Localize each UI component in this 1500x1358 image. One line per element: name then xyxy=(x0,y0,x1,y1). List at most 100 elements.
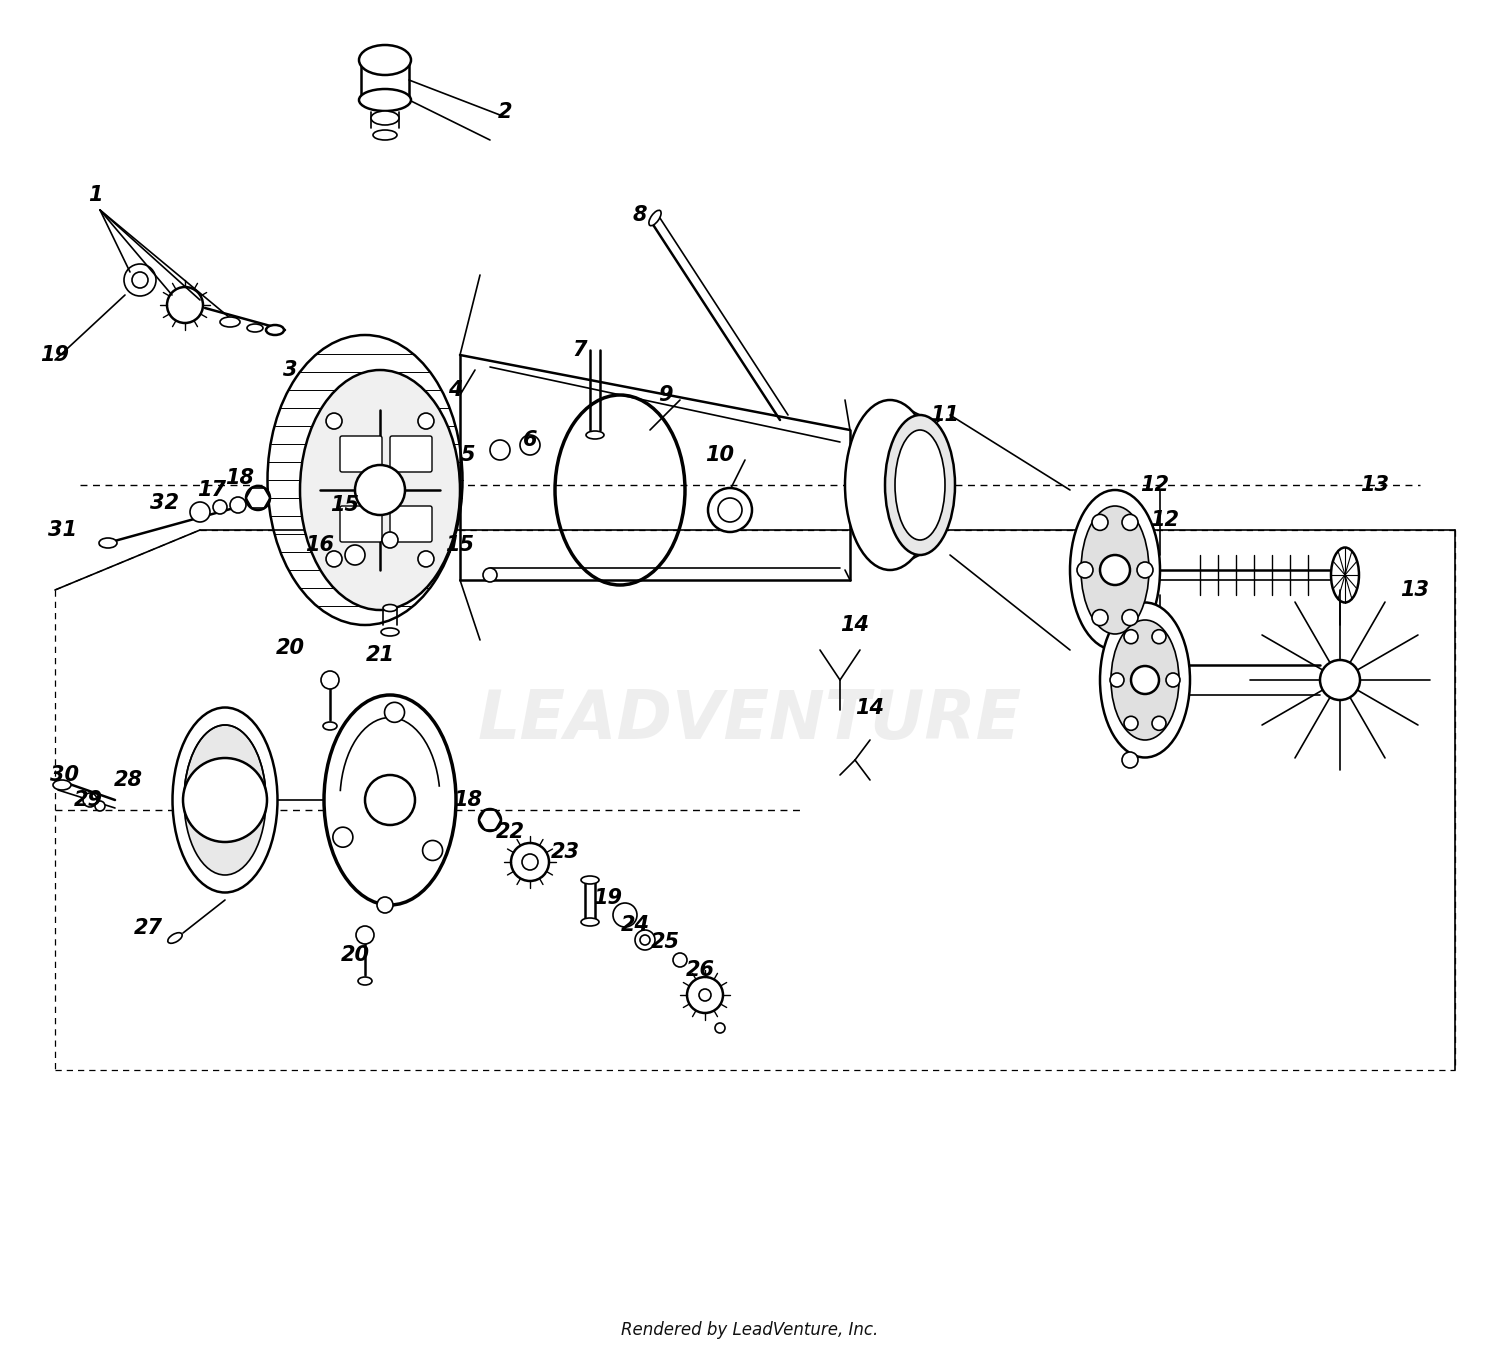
Circle shape xyxy=(376,898,393,913)
Circle shape xyxy=(478,809,501,831)
Circle shape xyxy=(213,500,226,513)
Text: 5: 5 xyxy=(460,445,476,464)
Ellipse shape xyxy=(358,45,411,75)
Text: 26: 26 xyxy=(686,960,714,980)
Circle shape xyxy=(230,497,246,513)
Circle shape xyxy=(512,843,549,881)
Circle shape xyxy=(640,936,650,945)
Circle shape xyxy=(483,568,496,583)
Circle shape xyxy=(687,976,723,1013)
Text: 17: 17 xyxy=(198,479,226,500)
Ellipse shape xyxy=(1112,621,1179,740)
Circle shape xyxy=(490,440,510,460)
FancyBboxPatch shape xyxy=(340,507,382,542)
Text: 30: 30 xyxy=(51,765,80,785)
Ellipse shape xyxy=(844,401,934,570)
Circle shape xyxy=(1122,515,1138,531)
Text: 19: 19 xyxy=(594,888,622,909)
Text: 4: 4 xyxy=(447,380,462,401)
Ellipse shape xyxy=(324,695,456,904)
Circle shape xyxy=(520,435,540,455)
Text: 31: 31 xyxy=(48,520,76,540)
Circle shape xyxy=(333,827,352,847)
Text: 7: 7 xyxy=(573,340,588,360)
Text: 22: 22 xyxy=(495,822,525,842)
Text: 24: 24 xyxy=(621,915,650,936)
Ellipse shape xyxy=(168,933,182,944)
Text: 12: 12 xyxy=(1140,475,1170,496)
Circle shape xyxy=(321,671,339,689)
Circle shape xyxy=(1092,610,1108,626)
Text: 15: 15 xyxy=(330,496,360,515)
Text: 23: 23 xyxy=(550,842,579,862)
Circle shape xyxy=(1122,610,1138,626)
Circle shape xyxy=(345,545,364,565)
Circle shape xyxy=(1124,716,1138,731)
Circle shape xyxy=(716,1023,724,1033)
Circle shape xyxy=(166,287,202,323)
Circle shape xyxy=(1131,665,1160,694)
Ellipse shape xyxy=(1100,603,1190,758)
Circle shape xyxy=(1122,752,1138,769)
Ellipse shape xyxy=(322,722,338,731)
Ellipse shape xyxy=(248,325,262,331)
Circle shape xyxy=(718,498,742,521)
Ellipse shape xyxy=(896,430,945,540)
Circle shape xyxy=(82,793,98,807)
Ellipse shape xyxy=(172,708,278,892)
Circle shape xyxy=(356,926,374,944)
Circle shape xyxy=(699,989,711,1001)
FancyBboxPatch shape xyxy=(340,436,382,473)
Text: 15: 15 xyxy=(446,535,474,555)
Text: 16: 16 xyxy=(306,535,334,555)
Text: 11: 11 xyxy=(930,405,960,425)
Text: 18: 18 xyxy=(453,790,483,809)
Circle shape xyxy=(1320,660,1360,699)
Text: 29: 29 xyxy=(74,790,102,809)
Ellipse shape xyxy=(220,316,240,327)
Text: 27: 27 xyxy=(134,918,162,938)
Circle shape xyxy=(326,551,342,566)
Text: 25: 25 xyxy=(651,932,680,952)
Circle shape xyxy=(382,532,398,549)
Ellipse shape xyxy=(267,335,462,625)
Text: 13: 13 xyxy=(1401,580,1429,600)
Circle shape xyxy=(190,502,210,521)
Ellipse shape xyxy=(381,627,399,636)
Circle shape xyxy=(246,486,270,511)
Circle shape xyxy=(1137,562,1154,579)
Text: 13: 13 xyxy=(1360,475,1389,496)
Circle shape xyxy=(364,775,416,826)
Ellipse shape xyxy=(374,130,398,140)
Ellipse shape xyxy=(885,416,956,555)
Circle shape xyxy=(674,953,687,967)
Text: 18: 18 xyxy=(225,469,255,488)
Text: 1: 1 xyxy=(87,185,102,205)
Ellipse shape xyxy=(382,604,398,611)
Ellipse shape xyxy=(300,369,460,610)
Ellipse shape xyxy=(580,918,598,926)
Ellipse shape xyxy=(1082,507,1149,634)
Circle shape xyxy=(326,413,342,429)
Text: 10: 10 xyxy=(705,445,735,464)
Circle shape xyxy=(419,551,434,566)
Text: 28: 28 xyxy=(114,770,142,790)
Circle shape xyxy=(384,702,405,722)
Circle shape xyxy=(522,854,538,870)
Text: 32: 32 xyxy=(150,493,180,513)
Ellipse shape xyxy=(53,779,70,790)
Ellipse shape xyxy=(650,210,662,225)
Circle shape xyxy=(419,413,434,429)
Text: 20: 20 xyxy=(340,945,369,966)
Circle shape xyxy=(183,758,267,842)
Circle shape xyxy=(1152,630,1166,644)
Circle shape xyxy=(1124,630,1138,644)
Circle shape xyxy=(1100,555,1130,585)
Ellipse shape xyxy=(358,976,372,985)
Ellipse shape xyxy=(1330,547,1359,603)
Text: 2: 2 xyxy=(498,102,512,122)
FancyBboxPatch shape xyxy=(390,507,432,542)
Text: 14: 14 xyxy=(840,615,870,636)
Ellipse shape xyxy=(580,876,598,884)
Text: LEADVENTURE: LEADVENTURE xyxy=(478,687,1022,752)
